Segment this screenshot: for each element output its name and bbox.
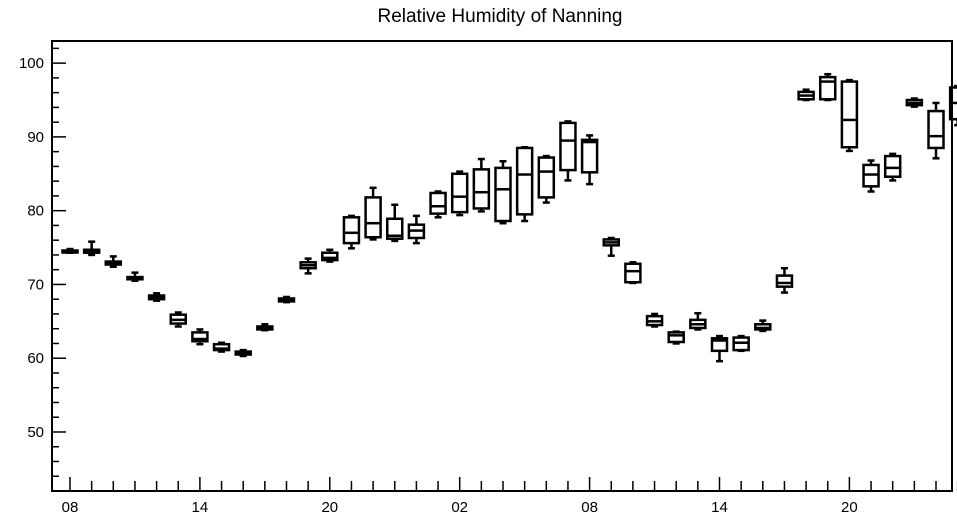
y-tick-label: 80 [27, 203, 44, 220]
box-iqr [494, 166, 512, 223]
box-iqr [472, 168, 491, 210]
box-item [321, 248, 339, 263]
chart-title: Relative Humidity of Nanning [377, 6, 622, 27]
box-item [407, 214, 426, 245]
y-tick-label: 50 [27, 424, 44, 441]
box-item [775, 266, 794, 294]
box-iqr [559, 121, 577, 172]
box-item [710, 334, 729, 363]
x-tick-label: 08 [581, 499, 598, 516]
box-item [732, 334, 750, 353]
box-iqr [883, 154, 902, 178]
box-iqr [212, 342, 231, 352]
x-tick-label: 20 [321, 499, 338, 516]
box-item [191, 328, 209, 346]
box-item [624, 261, 642, 285]
box-item [61, 247, 79, 254]
box-series [61, 72, 957, 363]
box-iqr [927, 109, 945, 150]
box-item [126, 271, 144, 283]
x-tick-label: 14 [192, 499, 209, 516]
box-iqr [515, 146, 534, 216]
box-item [515, 145, 534, 223]
box-item [580, 134, 599, 186]
box-item [667, 330, 685, 345]
box-item [537, 154, 556, 204]
box-item [819, 72, 837, 102]
box-item [386, 203, 404, 243]
box-item [169, 311, 187, 328]
box-item [883, 152, 902, 182]
box-item [364, 186, 382, 241]
box-item [429, 190, 447, 219]
box-item [277, 295, 296, 304]
box-iqr [450, 172, 469, 214]
box-item [212, 341, 231, 353]
box-item [104, 255, 123, 268]
box-iqr [191, 331, 209, 343]
box-iqr [624, 262, 642, 284]
box-iqr [775, 274, 794, 288]
box-item [342, 214, 361, 250]
box-item [797, 88, 815, 102]
plot-frame [51, 40, 953, 492]
y-tick-label: 100 [19, 55, 44, 72]
box-item [754, 319, 772, 333]
box-iqr [580, 138, 599, 174]
box-item [299, 257, 317, 275]
x-axis: 081420020814200208 [62, 477, 957, 516]
box-iqr [537, 156, 556, 199]
box-iqr [364, 196, 382, 239]
box-item [494, 159, 512, 225]
box-item [256, 323, 274, 332]
box-iqr [667, 331, 685, 344]
box-item [559, 120, 577, 182]
box-iqr [840, 80, 859, 149]
box-item [82, 240, 101, 257]
box-iqr [342, 216, 361, 245]
box-item [645, 312, 664, 328]
box-item [905, 97, 924, 108]
box-iqr [321, 251, 339, 262]
box-item [450, 170, 469, 217]
x-tick-label: 20 [841, 499, 858, 516]
y-tick-label: 60 [27, 350, 44, 367]
box-iqr [429, 191, 447, 215]
y-tick-label: 90 [27, 129, 44, 146]
x-tick-label: 02 [451, 499, 468, 516]
box-iqr [819, 75, 837, 101]
y-axis: 50 60 70 80 90 100 [19, 47, 66, 477]
box-item [147, 292, 166, 302]
box-item [234, 348, 252, 358]
box-item [840, 78, 859, 153]
box-iqr [386, 217, 404, 240]
box-iqr [710, 337, 729, 353]
box-item [689, 311, 707, 331]
x-tick-label: 08 [62, 499, 79, 516]
box-item [602, 236, 620, 257]
y-tick-label: 70 [27, 276, 44, 293]
box-item [472, 157, 491, 213]
box-item [927, 101, 945, 160]
box-item [862, 159, 880, 193]
x-tick-label: 14 [711, 499, 728, 516]
